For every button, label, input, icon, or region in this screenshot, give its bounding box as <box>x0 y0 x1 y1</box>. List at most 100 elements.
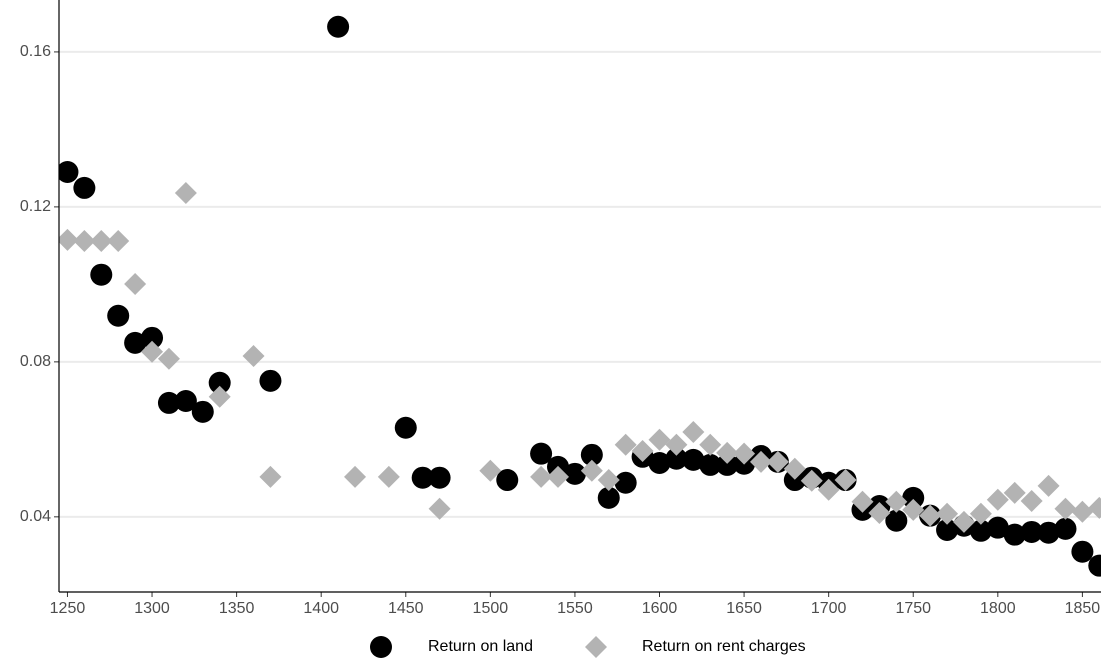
x-tick-label: 1400 <box>303 600 339 617</box>
point <box>749 450 772 473</box>
y-tick-label: 0.16 <box>20 43 51 60</box>
point <box>479 459 502 482</box>
point <box>259 369 282 392</box>
point <box>1020 520 1043 543</box>
point <box>919 504 942 527</box>
point <box>885 490 908 513</box>
point <box>547 465 570 488</box>
x-tick-label: 1500 <box>473 600 509 617</box>
axes: 0.04 0.08 0.12 0.16 1250 1300 1350 1400 1450 1500… <box>20 0 1101 617</box>
point <box>699 433 722 456</box>
point <box>783 457 806 480</box>
legend-marker <box>585 636 607 658</box>
point <box>733 442 756 465</box>
x-tick-label: 1300 <box>134 600 170 617</box>
point <box>885 509 908 532</box>
point <box>699 453 722 476</box>
point <box>327 15 350 38</box>
x-tick-label: 1850 <box>1065 600 1101 617</box>
point <box>1054 497 1077 520</box>
point <box>648 451 671 474</box>
series <box>59 181 1101 533</box>
point <box>157 347 180 370</box>
point <box>665 447 688 470</box>
point <box>834 469 857 492</box>
legend-label: Return on rent charges <box>642 638 806 655</box>
point <box>682 448 705 471</box>
y-tick-label: 0.04 <box>20 508 51 525</box>
point <box>597 486 620 509</box>
point <box>90 263 113 286</box>
point <box>242 345 265 368</box>
point <box>1037 474 1060 497</box>
point <box>648 428 671 451</box>
point <box>259 465 282 488</box>
point <box>969 502 992 525</box>
point <box>580 443 603 466</box>
point <box>936 519 959 542</box>
point <box>631 439 654 462</box>
point <box>394 416 417 439</box>
plot-area <box>59 15 1101 577</box>
point <box>1088 496 1101 519</box>
point <box>969 519 992 542</box>
x-tick-label: 1700 <box>811 600 847 617</box>
point <box>107 229 130 252</box>
point <box>174 389 197 412</box>
point <box>377 465 400 488</box>
plot-background <box>59 0 1101 592</box>
point <box>141 340 164 363</box>
point <box>597 469 620 492</box>
point <box>716 453 739 476</box>
point <box>73 229 96 252</box>
point <box>59 161 79 184</box>
point <box>107 304 130 327</box>
point <box>986 488 1009 511</box>
point <box>411 466 434 489</box>
point <box>1071 500 1094 523</box>
x-tick-label: 1650 <box>726 600 762 617</box>
point <box>124 331 147 354</box>
point <box>936 502 959 525</box>
point <box>851 490 874 513</box>
point <box>868 501 891 524</box>
point <box>496 469 519 492</box>
x-tick-label: 1750 <box>895 600 931 617</box>
point <box>665 433 688 456</box>
point <box>174 181 197 204</box>
point <box>952 510 975 533</box>
point <box>1071 540 1094 563</box>
x-tick-label: 1600 <box>642 600 678 617</box>
point <box>124 272 147 295</box>
legend-label: Return on land <box>428 638 533 655</box>
x-tick-label: 1350 <box>219 600 255 617</box>
point <box>800 469 823 492</box>
x-tick-label: 1550 <box>557 600 593 617</box>
point <box>1088 554 1101 577</box>
point <box>783 469 806 492</box>
point <box>1003 523 1026 546</box>
point <box>141 326 164 349</box>
point <box>986 516 1009 539</box>
point <box>1037 521 1060 544</box>
point <box>208 385 231 408</box>
point <box>344 465 367 488</box>
point <box>73 176 96 199</box>
point <box>90 229 113 252</box>
point <box>902 498 925 521</box>
point <box>563 462 586 485</box>
point <box>157 391 180 414</box>
y-tick-label: 0.08 <box>20 353 51 370</box>
point <box>59 228 79 251</box>
point <box>1054 517 1077 540</box>
point <box>716 441 739 464</box>
point <box>817 478 840 501</box>
point <box>766 450 789 473</box>
point <box>208 371 231 394</box>
point <box>191 400 214 423</box>
point <box>614 433 637 456</box>
point <box>902 486 925 509</box>
legend-marker <box>370 636 392 658</box>
point <box>1003 481 1026 504</box>
